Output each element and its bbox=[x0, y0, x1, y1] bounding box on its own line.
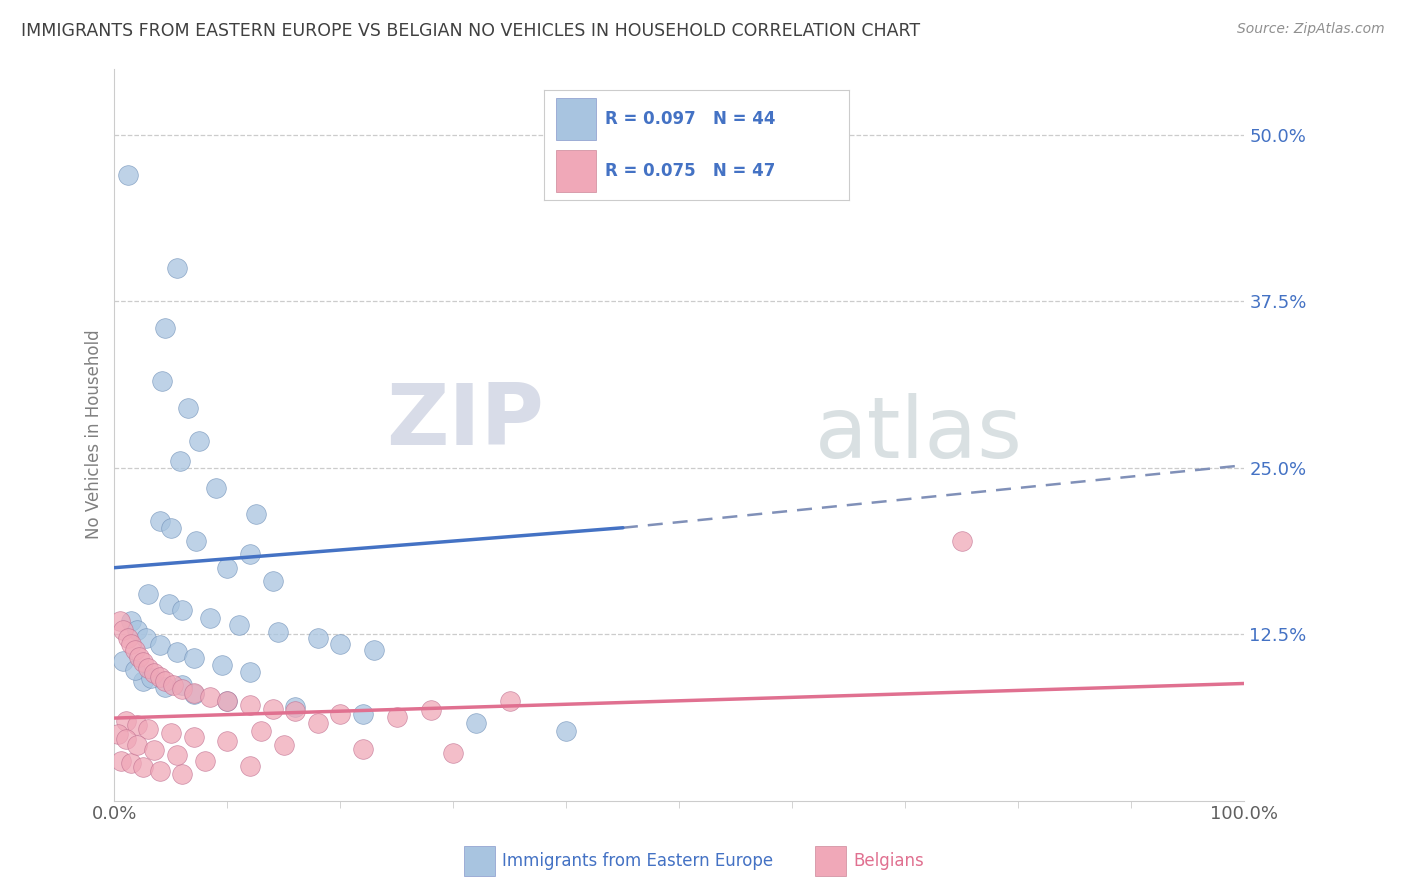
Point bbox=[149, 764, 172, 779]
Text: atlas: atlas bbox=[815, 393, 1024, 476]
Point bbox=[184, 534, 207, 549]
Text: ZIP: ZIP bbox=[387, 380, 544, 463]
Point bbox=[352, 707, 374, 722]
Point bbox=[273, 738, 295, 752]
Point bbox=[211, 657, 233, 672]
Point bbox=[124, 643, 146, 657]
Point bbox=[284, 705, 307, 719]
Point bbox=[125, 717, 148, 731]
Point bbox=[262, 574, 284, 588]
Point bbox=[352, 741, 374, 756]
Point bbox=[131, 673, 153, 688]
Point bbox=[160, 725, 183, 739]
Point bbox=[200, 690, 222, 704]
Text: Source: ZipAtlas.com: Source: ZipAtlas.com bbox=[1237, 22, 1385, 37]
Point bbox=[217, 694, 239, 708]
Point bbox=[228, 618, 250, 632]
Point bbox=[169, 454, 191, 468]
Point bbox=[136, 660, 159, 674]
Point bbox=[441, 746, 464, 760]
Point bbox=[217, 694, 239, 708]
Point bbox=[284, 700, 307, 714]
Point bbox=[110, 754, 132, 768]
Point bbox=[136, 587, 159, 601]
Point bbox=[183, 730, 205, 744]
Point bbox=[465, 716, 488, 731]
Point bbox=[128, 649, 150, 664]
Point bbox=[124, 663, 146, 677]
Point bbox=[262, 702, 284, 716]
Text: Belgians: Belgians bbox=[853, 852, 924, 870]
Point bbox=[217, 733, 239, 747]
Point bbox=[267, 624, 290, 639]
Point bbox=[117, 168, 139, 182]
Point bbox=[172, 603, 194, 617]
Text: IMMIGRANTS FROM EASTERN EUROPE VS BELGIAN NO VEHICLES IN HOUSEHOLD CORRELATION C: IMMIGRANTS FROM EASTERN EUROPE VS BELGIA… bbox=[21, 22, 920, 40]
Point bbox=[172, 678, 194, 692]
Point bbox=[950, 534, 973, 549]
Point bbox=[120, 756, 142, 771]
Point bbox=[239, 759, 262, 773]
Point bbox=[172, 767, 194, 781]
Point bbox=[385, 710, 408, 724]
Point bbox=[131, 655, 153, 669]
Point bbox=[307, 632, 329, 646]
Point bbox=[419, 703, 441, 717]
Point bbox=[112, 624, 135, 638]
Point bbox=[555, 724, 578, 739]
Point bbox=[239, 547, 262, 561]
Point bbox=[183, 651, 205, 665]
Point bbox=[307, 716, 329, 731]
Point bbox=[143, 743, 166, 757]
Point bbox=[149, 514, 172, 528]
Point bbox=[120, 636, 142, 650]
Point bbox=[245, 508, 267, 522]
Point bbox=[149, 638, 172, 652]
Point bbox=[188, 434, 211, 449]
Point bbox=[183, 687, 205, 701]
Point bbox=[499, 694, 522, 708]
Point bbox=[131, 760, 153, 774]
Point bbox=[143, 665, 166, 680]
Point bbox=[108, 614, 131, 628]
Point bbox=[239, 698, 262, 712]
Point bbox=[194, 754, 217, 768]
Text: Immigrants from Eastern Europe: Immigrants from Eastern Europe bbox=[502, 852, 773, 870]
Point bbox=[250, 724, 273, 739]
Point bbox=[114, 732, 136, 747]
Point bbox=[200, 611, 222, 625]
Point bbox=[166, 261, 188, 276]
Point bbox=[136, 722, 159, 736]
Point bbox=[155, 673, 177, 688]
Point bbox=[107, 727, 129, 741]
Point bbox=[135, 632, 157, 646]
Y-axis label: No Vehicles in Household: No Vehicles in Household bbox=[86, 330, 103, 540]
Point bbox=[120, 614, 142, 628]
Point bbox=[205, 481, 228, 495]
Point bbox=[183, 686, 205, 700]
Point bbox=[117, 632, 139, 646]
Point bbox=[150, 374, 173, 388]
Point bbox=[162, 678, 184, 692]
Point bbox=[155, 681, 177, 695]
Point bbox=[160, 521, 183, 535]
Point bbox=[166, 644, 188, 658]
Point bbox=[177, 401, 200, 415]
Point bbox=[166, 748, 188, 763]
Point bbox=[125, 738, 148, 752]
Point bbox=[114, 714, 136, 728]
Point bbox=[363, 643, 385, 657]
Point bbox=[239, 665, 262, 679]
Point bbox=[112, 654, 135, 668]
Point bbox=[217, 560, 239, 574]
Point bbox=[149, 670, 172, 684]
Point bbox=[329, 707, 352, 722]
Point bbox=[329, 636, 352, 650]
Point bbox=[125, 624, 148, 638]
Point bbox=[172, 681, 194, 696]
Point bbox=[157, 597, 180, 611]
Point bbox=[139, 671, 162, 685]
Point bbox=[155, 321, 177, 335]
